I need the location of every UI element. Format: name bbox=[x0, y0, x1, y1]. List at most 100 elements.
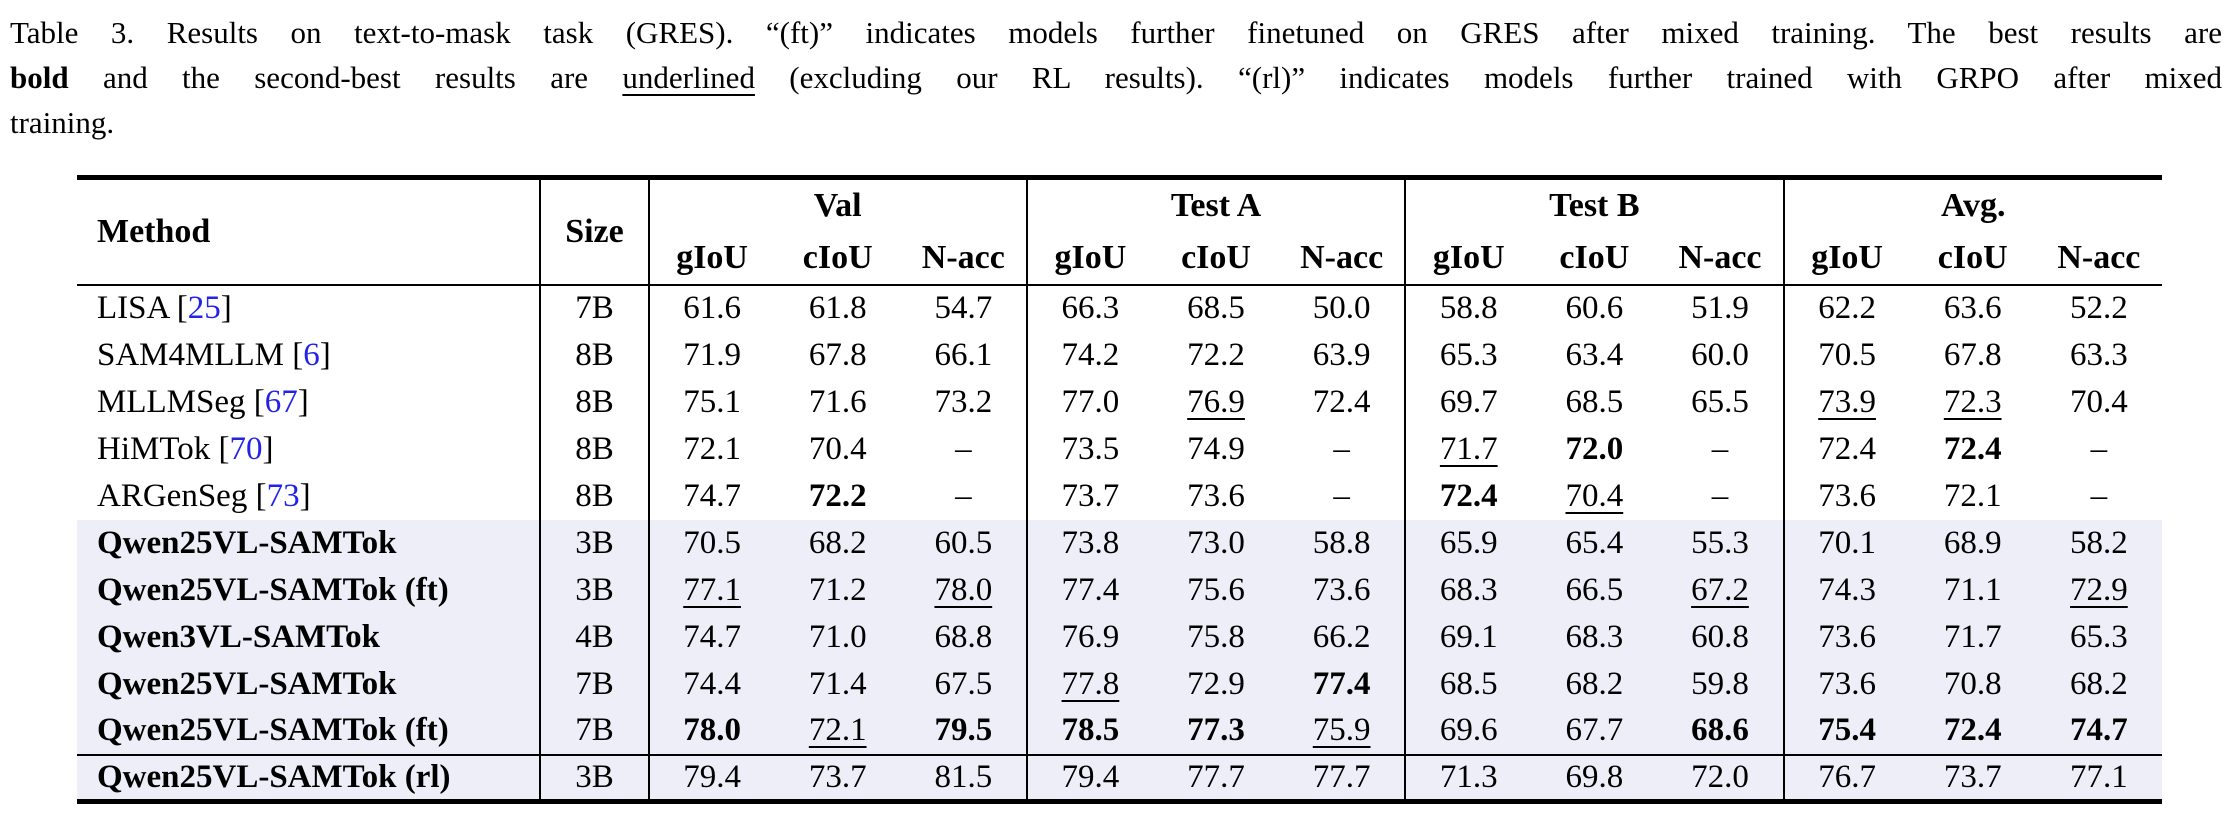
metric-value: 58.8 bbox=[1312, 524, 1371, 561]
method-cell: Qwen25VL-SAMTok (ft) bbox=[77, 566, 541, 614]
results-table: Method Size Val Test A Test B Avg. gIoU cIoU N-a… bbox=[77, 175, 2162, 804]
metric-value: 65.3 bbox=[2070, 618, 2128, 655]
metric-value: 73.7 bbox=[808, 758, 867, 795]
metric-cell: 77.3 bbox=[1152, 707, 1280, 755]
metric-cell: 73.5 bbox=[1025, 425, 1153, 473]
metric-cell: 67.8 bbox=[1910, 332, 2036, 379]
metric-value: 70.4 bbox=[2070, 383, 2128, 420]
caption-text-segment: training. bbox=[10, 105, 115, 140]
size-cell: 4B bbox=[539, 613, 649, 661]
table-row: Qwen25VL-SAMTok (ft) 3B 77.1 71.2 78.0 77.4 75… bbox=[77, 566, 2162, 614]
metric-cell: 74.9 bbox=[1153, 426, 1279, 473]
metric-value: 73.9 bbox=[1818, 383, 1876, 420]
metric-value: – bbox=[1711, 477, 1729, 514]
metric-cell: 58.8 bbox=[1404, 284, 1532, 332]
citation-bracket-close: ] bbox=[220, 290, 232, 326]
metric-value: 70.5 bbox=[1818, 336, 1876, 373]
table-header: Method Size Val Test A Test B Avg. gIoU cIoU N-a… bbox=[77, 177, 2162, 286]
metric-cell: – bbox=[1657, 426, 1783, 473]
col-header-size: Size bbox=[539, 177, 649, 286]
col-subheader-giou: gIoU bbox=[647, 232, 775, 286]
metric-cell: 74.4 bbox=[647, 660, 775, 708]
metric-value: 73.6 bbox=[1818, 618, 1876, 655]
metric-cell: 71.9 bbox=[647, 331, 775, 379]
metric-value: 68.5 bbox=[1565, 383, 1624, 420]
caption-text-segment: bold bbox=[10, 60, 69, 95]
metric-cell: – bbox=[1279, 426, 1405, 473]
metric-cell: 76.7 bbox=[1782, 753, 1910, 802]
metric-value: 77.1 bbox=[2070, 758, 2128, 795]
metric-cell: – bbox=[901, 426, 1027, 473]
metric-value: 77.8 bbox=[1061, 665, 1120, 702]
metric-cell: 65.5 bbox=[1657, 379, 1783, 426]
metric-cell: 79.4 bbox=[1025, 753, 1153, 802]
citation-link[interactable]: 25 bbox=[187, 290, 221, 326]
metric-cell: 74.7 bbox=[2035, 707, 2162, 755]
citation-link[interactable]: 67 bbox=[264, 383, 298, 420]
metric-value: 77.7 bbox=[1312, 758, 1371, 795]
metric-value: 73.0 bbox=[1187, 524, 1245, 561]
col-group-header-test-b: Test B bbox=[1404, 177, 1784, 233]
metric-value: 70.4 bbox=[808, 430, 867, 467]
col-subheader-ciou: cIoU bbox=[774, 232, 901, 286]
metric-value: 68.8 bbox=[934, 618, 993, 655]
method-cell: Qwen25VL-SAMTok (rl) bbox=[77, 753, 541, 802]
metric-cell: 77.8 bbox=[1025, 660, 1153, 708]
metric-value: 73.7 bbox=[1061, 477, 1120, 514]
col-subheader-n-acc: N-acc bbox=[1279, 232, 1406, 286]
metric-value: 77.3 bbox=[1187, 712, 1245, 748]
method-name: Qwen25VL-SAMTok (ft) bbox=[97, 712, 449, 748]
metric-value: 72.4 bbox=[1439, 477, 1498, 514]
metric-cell: 77.1 bbox=[647, 566, 775, 614]
metric-cell: 71.0 bbox=[774, 613, 901, 661]
metric-value: 68.2 bbox=[2070, 665, 2128, 702]
metric-value: 73.7 bbox=[1943, 758, 2002, 795]
citation-bracket-open: [ bbox=[218, 430, 230, 467]
metric-cell: 71.6 bbox=[775, 379, 901, 426]
metric-value: 69.6 bbox=[1439, 712, 1498, 748]
metric-cell: 73.2 bbox=[901, 379, 1027, 426]
citation-link[interactable]: 6 bbox=[303, 336, 320, 373]
metric-value: 71.0 bbox=[808, 618, 867, 655]
header-group-row: Method Size Val Test A Test B Avg. bbox=[77, 177, 2162, 286]
citation-link[interactable]: 73 bbox=[266, 477, 300, 514]
citation-link[interactable]: 70 bbox=[229, 430, 263, 467]
metric-cell: 77.1 bbox=[2035, 753, 2162, 802]
metric-value: 71.7 bbox=[1943, 618, 2002, 655]
metric-value: 68.3 bbox=[1565, 618, 1624, 655]
metric-cell: – bbox=[2036, 426, 2162, 473]
metric-cell: 79.5 bbox=[900, 707, 1027, 755]
metric-cell: 60.8 bbox=[1657, 613, 1784, 661]
metric-value: 72.4 bbox=[1943, 712, 2002, 748]
col-group-header-val: Val bbox=[647, 177, 1027, 233]
method-name: Qwen25VL-SAMTok bbox=[97, 665, 397, 702]
metric-cell: 74.3 bbox=[1782, 566, 1910, 614]
table-row: Qwen25VL-SAMTok 3B 70.5 68.2 60.5 73.8 73.0 58.… bbox=[77, 519, 2162, 567]
metric-value: 68.9 bbox=[1943, 524, 2002, 561]
metric-cell: 81.5 bbox=[900, 753, 1027, 802]
metric-value: 73.6 bbox=[1312, 571, 1371, 608]
metric-value: 72.1 bbox=[808, 712, 867, 748]
size-cell: 8B bbox=[539, 472, 649, 520]
metric-cell: 68.2 bbox=[2035, 660, 2162, 708]
metric-value: 69.7 bbox=[1439, 383, 1498, 420]
metric-cell: 75.1 bbox=[647, 378, 775, 426]
metric-value: 71.3 bbox=[1439, 758, 1498, 795]
metric-value: 63.3 bbox=[2070, 336, 2128, 373]
method-name: MLLMSeg bbox=[97, 383, 246, 420]
metric-value: 50.0 bbox=[1312, 290, 1371, 326]
citation-bracket-close: ] bbox=[299, 477, 311, 514]
metric-cell: 68.5 bbox=[1531, 379, 1657, 426]
col-subheader-giou: gIoU bbox=[1782, 232, 1910, 286]
metric-cell: 71.3 bbox=[1404, 753, 1532, 802]
method-name: SAM4MLLM bbox=[97, 336, 285, 373]
method-name: Qwen25VL-SAMTok bbox=[97, 524, 397, 561]
metric-value: 61.8 bbox=[808, 290, 867, 326]
metric-value: 78.0 bbox=[683, 712, 741, 748]
metric-value: 51.9 bbox=[1691, 290, 1749, 326]
metric-cell: 66.2 bbox=[1279, 613, 1406, 661]
size-cell: 7B bbox=[539, 707, 649, 755]
method-name: HiMTok bbox=[97, 430, 211, 467]
metric-cell: 72.1 bbox=[774, 707, 901, 755]
metric-cell: 73.7 bbox=[1025, 472, 1153, 520]
